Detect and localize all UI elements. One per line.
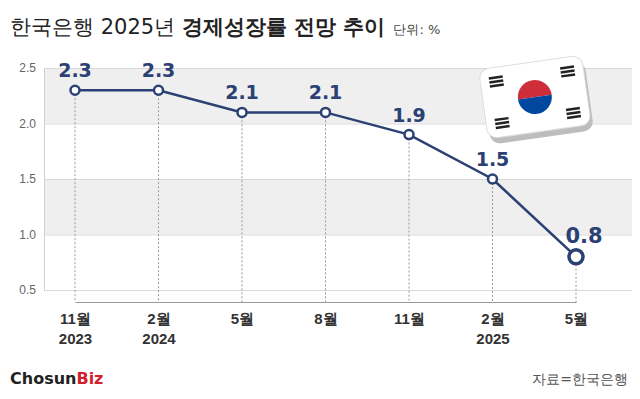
drop-line (492, 179, 493, 302)
data-label: 2.1 (225, 81, 259, 103)
series-line (75, 90, 576, 257)
flag-bar (567, 115, 581, 119)
x-tick-label: 5월 (565, 310, 588, 327)
flag-blue (518, 95, 554, 117)
grid-line (44, 179, 632, 180)
data-label: 1.5 (476, 148, 510, 170)
y-tick-label: 0.5 (19, 283, 36, 297)
y-tick-label: 2.0 (19, 117, 36, 131)
flag-bar (566, 107, 580, 111)
flag-bar (490, 83, 504, 87)
flag-bar (489, 79, 503, 83)
data-label: 2.1 (309, 81, 343, 103)
marker (321, 108, 330, 117)
marker (154, 86, 163, 95)
drop-line (75, 90, 76, 302)
grid-line (44, 290, 632, 291)
flag-bar (561, 73, 575, 77)
x-tick: 8월 (314, 310, 337, 327)
flag-bar (561, 69, 575, 73)
marks (71, 86, 584, 302)
drop-line (158, 90, 159, 302)
data-label: 0.8 (565, 224, 602, 248)
x-tick-label: 8월 (314, 310, 337, 327)
logo: ChosunBiz (10, 369, 103, 388)
marker (488, 175, 497, 184)
flag-bar (496, 125, 510, 129)
flag-bar (495, 117, 509, 121)
grid-line (44, 235, 632, 236)
title: 한국은행 2025년 경제성장률 전망 추이 (10, 15, 385, 39)
data-label: 2.3 (142, 59, 176, 81)
y-tick-label: 2.5 (19, 61, 36, 75)
drop-line (242, 112, 243, 302)
flag-bar (495, 121, 509, 125)
drop-line (409, 135, 410, 302)
x-tick: 5월 (565, 310, 588, 327)
marker (405, 130, 414, 139)
x-tick-label: 5월 (231, 310, 254, 327)
data-label: 2.3 (58, 59, 92, 81)
data-label: 1.9 (392, 104, 426, 126)
marker (238, 108, 247, 117)
subtitle: 단위: % (393, 22, 440, 37)
marker (71, 86, 80, 95)
x-tick: 2월2025 (476, 310, 509, 347)
y-tick-label: 1.0 (19, 228, 36, 242)
x-tick-label: 2월2024 (142, 310, 176, 347)
x-tick: 11월2023 (59, 310, 92, 347)
x-tick: 2월2024 (142, 310, 176, 347)
x-tick: 5월 (231, 310, 254, 327)
flag-body (478, 55, 591, 139)
x-tick-label: 2월2025 (476, 310, 509, 347)
flag-icon (478, 55, 594, 145)
chart: 한국은행 2025년 경제성장률 전망 추이 단위: % 0.5 1.0 1.5 2.0 2… (0, 0, 640, 399)
y-tick: 1.5 (19, 172, 632, 186)
flag-bar (560, 65, 574, 69)
drop-line (325, 112, 326, 302)
source: 자료=한국은행 (532, 371, 628, 387)
x-axis-line (76, 302, 577, 303)
x-axis: 11월2023 2월2024 5월 8월 11월 2월2025 5월 (59, 303, 588, 348)
x-tick: 11월 (394, 310, 425, 327)
y-axis-line (45, 69, 633, 291)
flag-bar (489, 75, 503, 79)
y-tick-label: 1.5 (19, 172, 36, 186)
flag-bar (566, 111, 580, 115)
marker (569, 250, 583, 264)
x-tick-label: 11월2023 (59, 310, 92, 347)
x-tick-label: 11월 (394, 310, 425, 327)
